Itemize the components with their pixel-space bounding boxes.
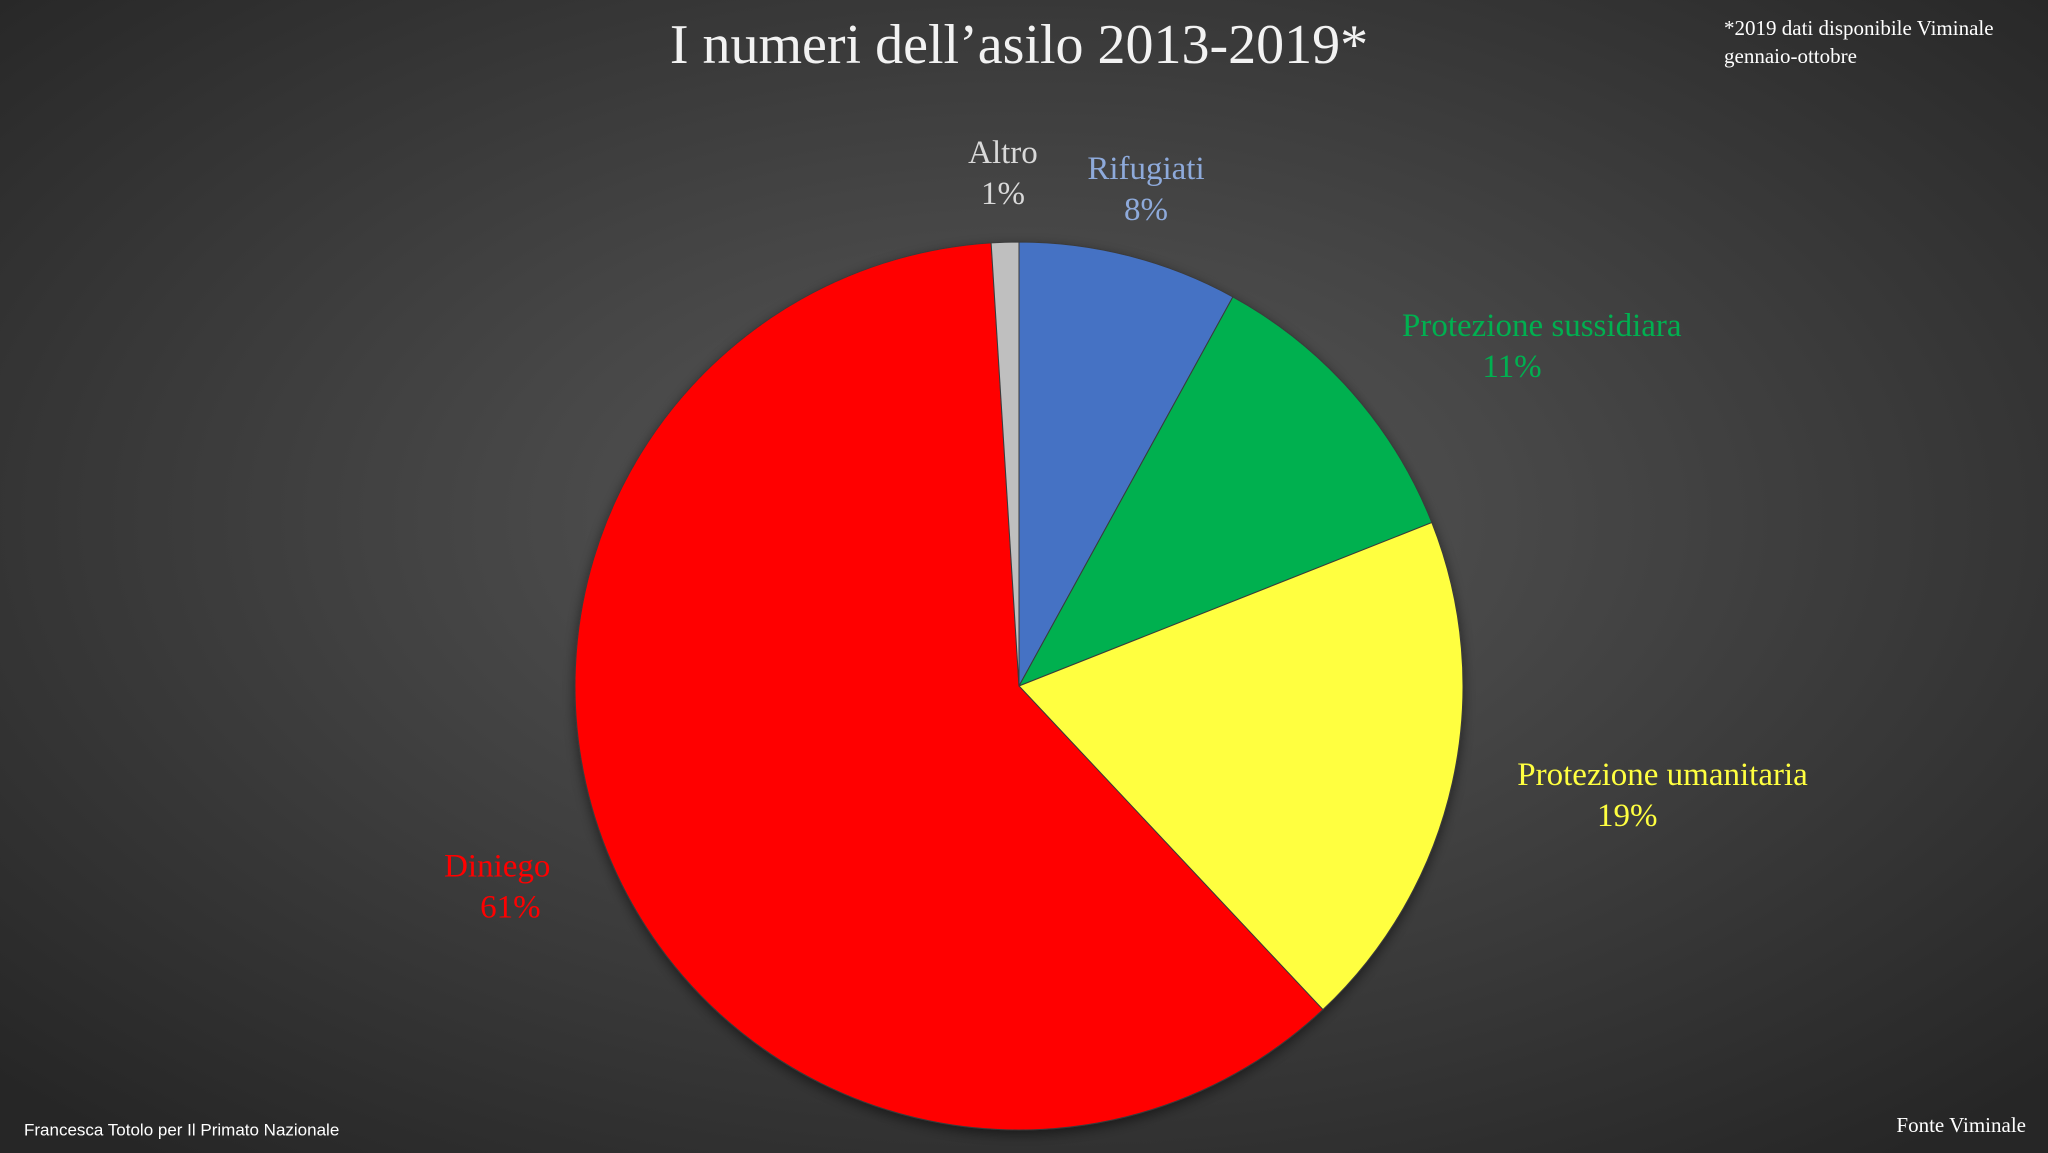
slice-label: Protezione sussidiara [1402, 308, 1682, 344]
value-label: 61% [480, 889, 541, 925]
pie [574, 241, 1464, 1131]
pie-slice [574, 242, 1324, 1131]
value-label: 8% [1124, 192, 1168, 228]
slice-label: Altro [968, 135, 1038, 171]
pie-slice [1018, 241, 1234, 687]
chart-title: I numeri dell’asilo 2013-2019* [670, 14, 1368, 76]
credit: Francesca Totolo per Il Primato Nazional… [24, 1120, 339, 1139]
value-label: 19% [1597, 798, 1658, 834]
pie-slice [1018, 521, 1464, 1011]
slice-label: Protezione umanitaria [1517, 757, 1808, 793]
pie-slice [990, 241, 1020, 687]
source: Fonte Viminale [1896, 1113, 2026, 1137]
note: gennaio-ottobre [1724, 44, 1857, 68]
slice-label: Rifugiati [1087, 151, 1204, 187]
value-label: 11% [1482, 349, 1541, 385]
pie-slice [1017, 296, 1433, 687]
value-label: 1% [981, 176, 1025, 212]
note: *2019 dati disponibile Viminale [1724, 16, 1994, 40]
slice-label: Diniego [444, 848, 550, 884]
